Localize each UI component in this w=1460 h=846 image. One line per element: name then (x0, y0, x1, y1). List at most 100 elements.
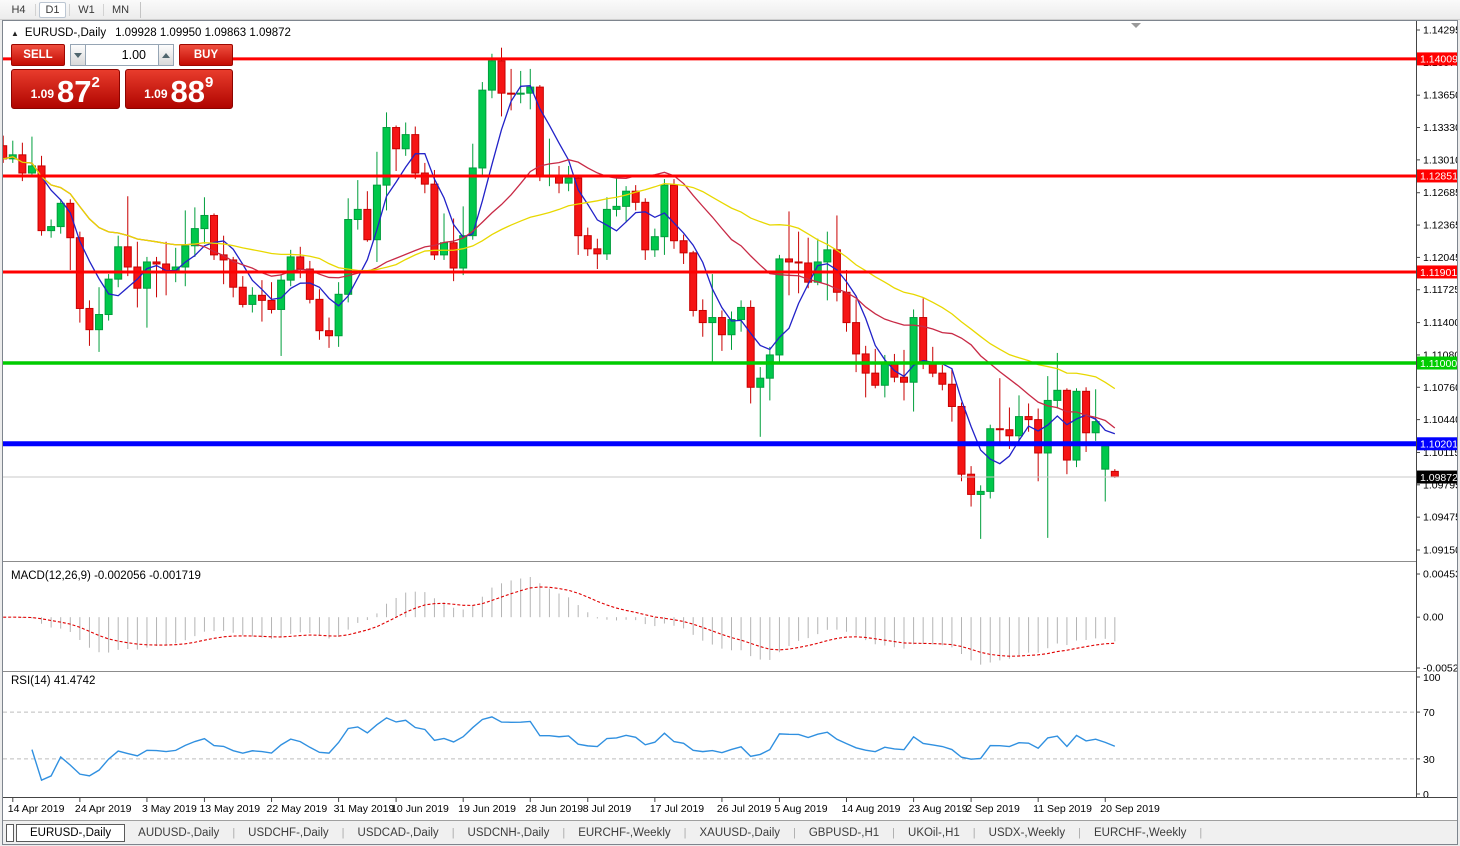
one-click-trading-panel: SELL 1.00 BUY 1.09 87 2 1.09 88 9 (11, 44, 233, 109)
price-level-badges: 1.14009 1.12851 1.11901 1.11000 1.10201 1.098… (1417, 52, 1457, 484)
svg-text:1.12685: 1.12685 (1423, 187, 1457, 199)
timeframe-toolbar: H4 D1 W1 MN (0, 0, 1460, 20)
svg-text:30: 30 (1423, 754, 1435, 766)
chart-tab-usdcnh-daily[interactable]: USDCNH-,Daily (467, 826, 550, 839)
svg-text:1.13010: 1.13010 (1423, 154, 1457, 166)
tab-separator: | (892, 826, 896, 839)
tab-separator: | (1199, 826, 1203, 839)
chart-window: 1.142951.139751.136501.133301.130101.126… (2, 20, 1458, 845)
svg-text:20 Sep 2019: 20 Sep 2019 (1100, 803, 1160, 815)
svg-text:1.11000: 1.11000 (1420, 358, 1457, 370)
chart-tab-eurchf-weekly[interactable]: EURCHF-,Weekly (578, 826, 671, 839)
chart-tab-audusd-daily[interactable]: AUDUSD-,Daily (138, 826, 220, 839)
chart-tab-eurchf-weekly[interactable]: EURCHF-,Weekly (1093, 826, 1187, 839)
buy-button[interactable]: BUY (179, 44, 233, 66)
chart-tab-usdcad-daily[interactable]: USDCAD-,Daily (357, 826, 439, 839)
chart-tab-usdx-weekly[interactable]: USDX-,Weekly (988, 826, 1066, 839)
horizontal-level-lines[interactable] (3, 57, 1416, 478)
rsi-line (31, 716, 1116, 782)
svg-text:26 Jul 2019: 26 Jul 2019 (717, 803, 771, 815)
svg-text:13 May 2019: 13 May 2019 (199, 803, 260, 815)
svg-text:1.13330: 1.13330 (1423, 122, 1457, 134)
svg-text:2 Sep 2019: 2 Sep 2019 (966, 803, 1020, 815)
chart-tab-usdchf-daily[interactable]: USDCHF-,Daily (248, 826, 329, 839)
buy-price-prefix: 1.09 (144, 87, 168, 101)
svg-text:1.12365: 1.12365 (1423, 220, 1457, 232)
svg-text:17 Jul 2019: 17 Jul 2019 (650, 803, 704, 815)
volume-input[interactable]: 1.00 (86, 44, 158, 66)
svg-text:1.09475: 1.09475 (1423, 512, 1457, 524)
tab-separator: | (1078, 826, 1081, 839)
svg-text:1.11901: 1.11901 (1420, 267, 1457, 279)
svg-text:23 Aug 2019: 23 Aug 2019 (909, 803, 968, 815)
timeframe-button-h4[interactable]: H4 (11, 3, 26, 16)
triangle-down-icon (74, 52, 82, 58)
svg-text:19 Jun 2019: 19 Jun 2019 (458, 803, 516, 815)
svg-text:3 May 2019: 3 May 2019 (142, 803, 197, 815)
svg-text:22 May 2019: 22 May 2019 (267, 803, 328, 815)
tab-separator: | (341, 826, 345, 839)
macd-indicator-label: MACD(12,26,9) -0.002056 -0.001719 (11, 570, 201, 582)
price-axis-background (1417, 21, 1457, 797)
macd-axis-labels: 0.004536 0.00 -0.005204 (1416, 569, 1457, 675)
svg-text:1.14295: 1.14295 (1423, 25, 1457, 37)
chart-tab-ukoil-h1[interactable]: UKOil-,H1 (908, 826, 960, 839)
tab-separator: | (793, 826, 796, 839)
chart-tab-eurusd-daily[interactable]: EURUSD-,Daily (16, 823, 126, 842)
tab-separator: | (451, 826, 455, 839)
svg-text:11 Sep 2019: 11 Sep 2019 (1033, 803, 1092, 815)
price-chart[interactable]: 1.142951.139751.136501.133301.130101.126… (3, 21, 1457, 820)
svg-text:14 Aug 2019: 14 Aug 2019 (842, 803, 901, 815)
toolbar-divider (35, 3, 36, 16)
chart-ohlc-values: 1.09928 1.09950 1.09863 1.09872 (115, 27, 291, 39)
sell-price-big-digits: 87 (57, 74, 92, 110)
chart-title: ▲ EURUSD-,Daily 1.09928 1.09950 1.09863 … (11, 27, 291, 39)
sell-price-pip-digit: 2 (91, 74, 100, 91)
svg-text:1.14009: 1.14009 (1420, 54, 1457, 66)
sell-price-prefix: 1.09 (30, 87, 55, 101)
timeframe-button-d1[interactable]: D1 (39, 1, 66, 18)
timeframe-button-w1[interactable]: W1 (78, 3, 95, 16)
svg-text:10 Jun 2019: 10 Jun 2019 (391, 803, 449, 815)
svg-text:1.09872: 1.09872 (1420, 472, 1457, 484)
svg-text:1.10760: 1.10760 (1423, 382, 1457, 394)
svg-text:14 Apr 2019: 14 Apr 2019 (8, 803, 65, 815)
svg-text:28 Jun 2019: 28 Jun 2019 (525, 803, 583, 815)
svg-text:0: 0 (1423, 789, 1429, 801)
buy-price-display[interactable]: 1.09 88 9 (124, 69, 233, 110)
svg-text:31 May 2019: 31 May 2019 (334, 803, 395, 815)
sell-price-display[interactable]: 1.09 87 2 (11, 69, 120, 109)
chart-symbol-label: EURUSD-,Daily (24, 27, 107, 39)
chart-shift-marker-icon[interactable] (1131, 23, 1141, 28)
tab-bar-stub (6, 823, 14, 842)
tab-separator: | (562, 826, 566, 839)
triangle-up-icon (162, 52, 170, 58)
buy-price-big-digits: 88 (170, 74, 205, 110)
toolbar-divider (103, 3, 104, 16)
rsi-axis-labels: 100 70 30 0 (1416, 672, 1441, 801)
macd-histogram (12, 576, 1116, 665)
sell-button[interactable]: SELL (11, 44, 65, 66)
chart-tab-gbpusd-h1[interactable]: GBPUSD-,H1 (808, 826, 880, 839)
volume-increase-button[interactable] (158, 44, 174, 66)
toolbar-divider (69, 3, 70, 16)
svg-text:1.11400: 1.11400 (1423, 317, 1457, 329)
svg-text:100: 100 (1423, 672, 1441, 684)
volume-decrease-button[interactable] (70, 44, 86, 66)
svg-text:1.10201: 1.10201 (1420, 439, 1457, 451)
timeframe-button-mn[interactable]: MN (112, 3, 130, 16)
svg-text:8 Jul 2019: 8 Jul 2019 (583, 803, 632, 815)
time-axis-labels: 14 Apr 2019 24 Apr 2019 3 May 2019 13 May 2… (8, 797, 1160, 815)
svg-text:24 Apr 2019: 24 Apr 2019 (75, 803, 132, 815)
svg-text:70: 70 (1423, 707, 1435, 719)
svg-text:1.10440: 1.10440 (1423, 414, 1457, 426)
chart-tab-xauusd-daily[interactable]: XAUUSD-,Daily (699, 826, 780, 839)
svg-text:1.13650: 1.13650 (1423, 90, 1457, 102)
tab-separator: | (683, 826, 687, 839)
toolbar-divider (140, 1, 142, 18)
svg-text:1.12851: 1.12851 (1420, 171, 1457, 183)
collapse-icon[interactable]: ▲ (11, 28, 19, 38)
svg-text:1.11725: 1.11725 (1423, 284, 1457, 296)
macd-signal-line (3, 586, 1115, 657)
